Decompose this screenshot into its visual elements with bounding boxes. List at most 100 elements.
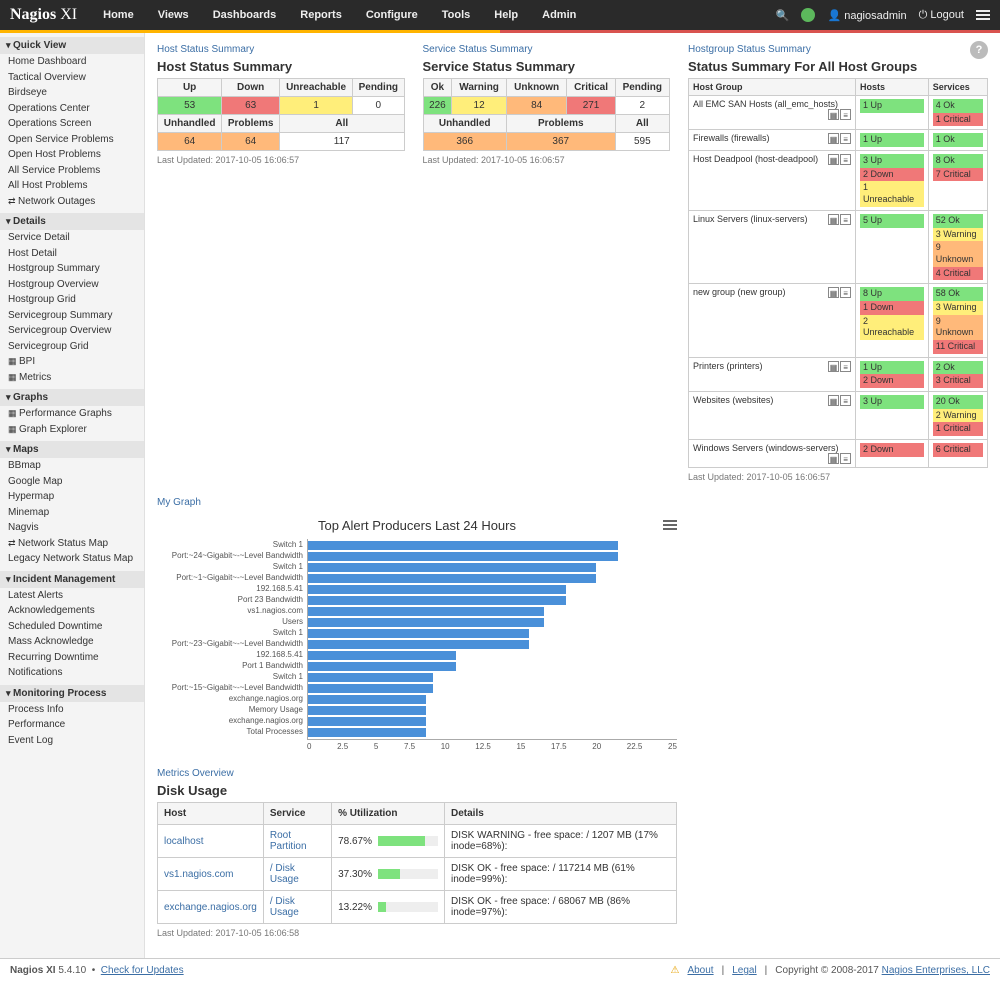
grid-icon[interactable]: ▦ bbox=[828, 154, 839, 165]
nav-configure[interactable]: Configure bbox=[354, 1, 430, 29]
sidebar-item[interactable]: Operations Screen bbox=[0, 116, 144, 132]
service-status-label[interactable]: Service Status Summary bbox=[423, 44, 533, 55]
sidebar-header-maps[interactable]: Maps bbox=[0, 441, 144, 458]
search-icon[interactable]: 🔍 bbox=[776, 9, 790, 22]
sidebar-item[interactable]: Birdseye bbox=[0, 85, 144, 101]
service-link[interactable]: / Disk Usage bbox=[270, 896, 299, 918]
sidebar-item[interactable]: BPI bbox=[0, 354, 144, 370]
chart-bar[interactable] bbox=[308, 552, 618, 561]
sidebar-header-graphs[interactable]: Graphs bbox=[0, 389, 144, 406]
sidebar-item[interactable]: Tactical Overview bbox=[0, 70, 144, 86]
chart-bar[interactable] bbox=[308, 607, 544, 616]
chart-bar[interactable] bbox=[308, 640, 529, 649]
chart-menu-icon[interactable] bbox=[663, 520, 677, 530]
sidebar-header-quick_view[interactable]: Quick View bbox=[0, 37, 144, 54]
help-icon[interactable]: ? bbox=[970, 41, 988, 59]
grid-icon[interactable]: ▦ bbox=[828, 453, 839, 464]
grid-icon[interactable]: ▦ bbox=[828, 133, 839, 144]
sidebar-item[interactable]: BBmap bbox=[0, 458, 144, 474]
chart-bar[interactable] bbox=[308, 541, 618, 550]
nav-dashboards[interactable]: Dashboards bbox=[201, 1, 289, 29]
sidebar-header-details[interactable]: Details bbox=[0, 213, 144, 230]
grid-icon[interactable]: ▦ bbox=[828, 287, 839, 298]
host-link[interactable]: localhost bbox=[164, 836, 203, 847]
sidebar-item[interactable]: Mass Acknowledge bbox=[0, 634, 144, 650]
sidebar-item[interactable]: Latest Alerts bbox=[0, 588, 144, 604]
sidebar-item[interactable]: Open Host Problems bbox=[0, 147, 144, 163]
sidebar-item[interactable]: Operations Center bbox=[0, 101, 144, 117]
chart-bar[interactable] bbox=[308, 717, 426, 726]
sidebar-item[interactable]: Acknowledgements bbox=[0, 603, 144, 619]
sidebar-item[interactable]: Network Outages bbox=[0, 194, 144, 210]
sidebar-item[interactable]: Legacy Network Status Map bbox=[0, 551, 144, 567]
grid-icon[interactable]: ▦ bbox=[828, 109, 839, 120]
sidebar-item[interactable]: All Host Problems bbox=[0, 178, 144, 194]
chart-bar[interactable] bbox=[308, 629, 529, 638]
sidebar-item[interactable]: Network Status Map bbox=[0, 536, 144, 552]
list-icon[interactable]: ≡ bbox=[840, 361, 851, 372]
sidebar-item[interactable]: Notifications bbox=[0, 665, 144, 681]
host-status-label[interactable]: Host Status Summary bbox=[157, 44, 254, 55]
sidebar-item[interactable]: Nagvis bbox=[0, 520, 144, 536]
sidebar-item[interactable]: Recurring Downtime bbox=[0, 650, 144, 666]
legal-link[interactable]: Legal bbox=[732, 965, 756, 976]
host-link[interactable]: vs1.nagios.com bbox=[164, 869, 233, 880]
sidebar-item[interactable]: Service Detail bbox=[0, 230, 144, 246]
list-icon[interactable]: ≡ bbox=[840, 154, 851, 165]
warning-icon[interactable]: ⚠ bbox=[670, 965, 679, 976]
sidebar-item[interactable]: Google Map bbox=[0, 474, 144, 490]
list-icon[interactable]: ≡ bbox=[840, 453, 851, 464]
list-icon[interactable]: ≡ bbox=[840, 214, 851, 225]
sidebar-item[interactable]: Hostgroup Overview bbox=[0, 277, 144, 293]
about-link[interactable]: About bbox=[687, 965, 713, 976]
sidebar-item[interactable]: Process Info bbox=[0, 702, 144, 718]
list-icon[interactable]: ≡ bbox=[840, 133, 851, 144]
sidebar-item[interactable]: Open Service Problems bbox=[0, 132, 144, 148]
list-icon[interactable]: ≡ bbox=[840, 395, 851, 406]
sidebar-item[interactable]: Hostgroup Summary bbox=[0, 261, 144, 277]
sidebar-item[interactable]: Scheduled Downtime bbox=[0, 619, 144, 635]
status-ok-icon[interactable] bbox=[801, 8, 815, 22]
chart-bar[interactable] bbox=[308, 563, 596, 572]
nav-help[interactable]: Help bbox=[482, 1, 530, 29]
nav-admin[interactable]: Admin bbox=[530, 1, 588, 29]
sidebar-item[interactable]: Hypermap bbox=[0, 489, 144, 505]
sidebar-item[interactable]: Metrics bbox=[0, 370, 144, 386]
nav-reports[interactable]: Reports bbox=[288, 1, 354, 29]
list-icon[interactable]: ≡ bbox=[840, 109, 851, 120]
host-link[interactable]: exchange.nagios.org bbox=[164, 902, 257, 913]
user-link[interactable]: 👤 nagiosadmin bbox=[827, 9, 906, 22]
metrics-label[interactable]: Metrics Overview bbox=[157, 768, 234, 779]
graph-label[interactable]: My Graph bbox=[157, 497, 201, 508]
sidebar-item[interactable]: Performance bbox=[0, 717, 144, 733]
company-link[interactable]: Nagios Enterprises, LLC bbox=[882, 965, 990, 976]
sidebar-item[interactable]: Host Detail bbox=[0, 246, 144, 262]
sidebar-item[interactable]: Graph Explorer bbox=[0, 422, 144, 438]
logo[interactable]: Nagios XI bbox=[10, 6, 77, 24]
sidebar-item[interactable]: Hostgroup Grid bbox=[0, 292, 144, 308]
sidebar-header-incident[interactable]: Incident Management bbox=[0, 571, 144, 588]
chart-bar[interactable] bbox=[308, 618, 544, 627]
chart-bar[interactable] bbox=[308, 695, 426, 704]
sidebar-item[interactable]: All Service Problems bbox=[0, 163, 144, 179]
chart-bar[interactable] bbox=[308, 728, 426, 737]
menu-icon[interactable] bbox=[976, 10, 990, 20]
grid-icon[interactable]: ▦ bbox=[828, 361, 839, 372]
check-updates-link[interactable]: Check for Updates bbox=[101, 965, 184, 976]
hostgroup-label[interactable]: Hostgroup Status Summary bbox=[688, 44, 811, 55]
nav-tools[interactable]: Tools bbox=[430, 1, 483, 29]
service-link[interactable]: Root Partition bbox=[270, 830, 307, 852]
sidebar-header-monitoring[interactable]: Monitoring Process bbox=[0, 685, 144, 702]
chart-bar[interactable] bbox=[308, 651, 456, 660]
list-icon[interactable]: ≡ bbox=[840, 287, 851, 298]
logout-link[interactable]: ⏻ Logout bbox=[919, 9, 964, 22]
sidebar-item[interactable]: Event Log bbox=[0, 733, 144, 749]
nav-home[interactable]: Home bbox=[91, 1, 146, 29]
grid-icon[interactable]: ▦ bbox=[828, 395, 839, 406]
sidebar-item[interactable]: Servicegroup Summary bbox=[0, 308, 144, 324]
sidebar-item[interactable]: Servicegroup Grid bbox=[0, 339, 144, 355]
chart-bar[interactable] bbox=[308, 673, 433, 682]
sidebar-item[interactable]: Performance Graphs bbox=[0, 406, 144, 422]
grid-icon[interactable]: ▦ bbox=[828, 214, 839, 225]
chart-bar[interactable] bbox=[308, 706, 426, 715]
